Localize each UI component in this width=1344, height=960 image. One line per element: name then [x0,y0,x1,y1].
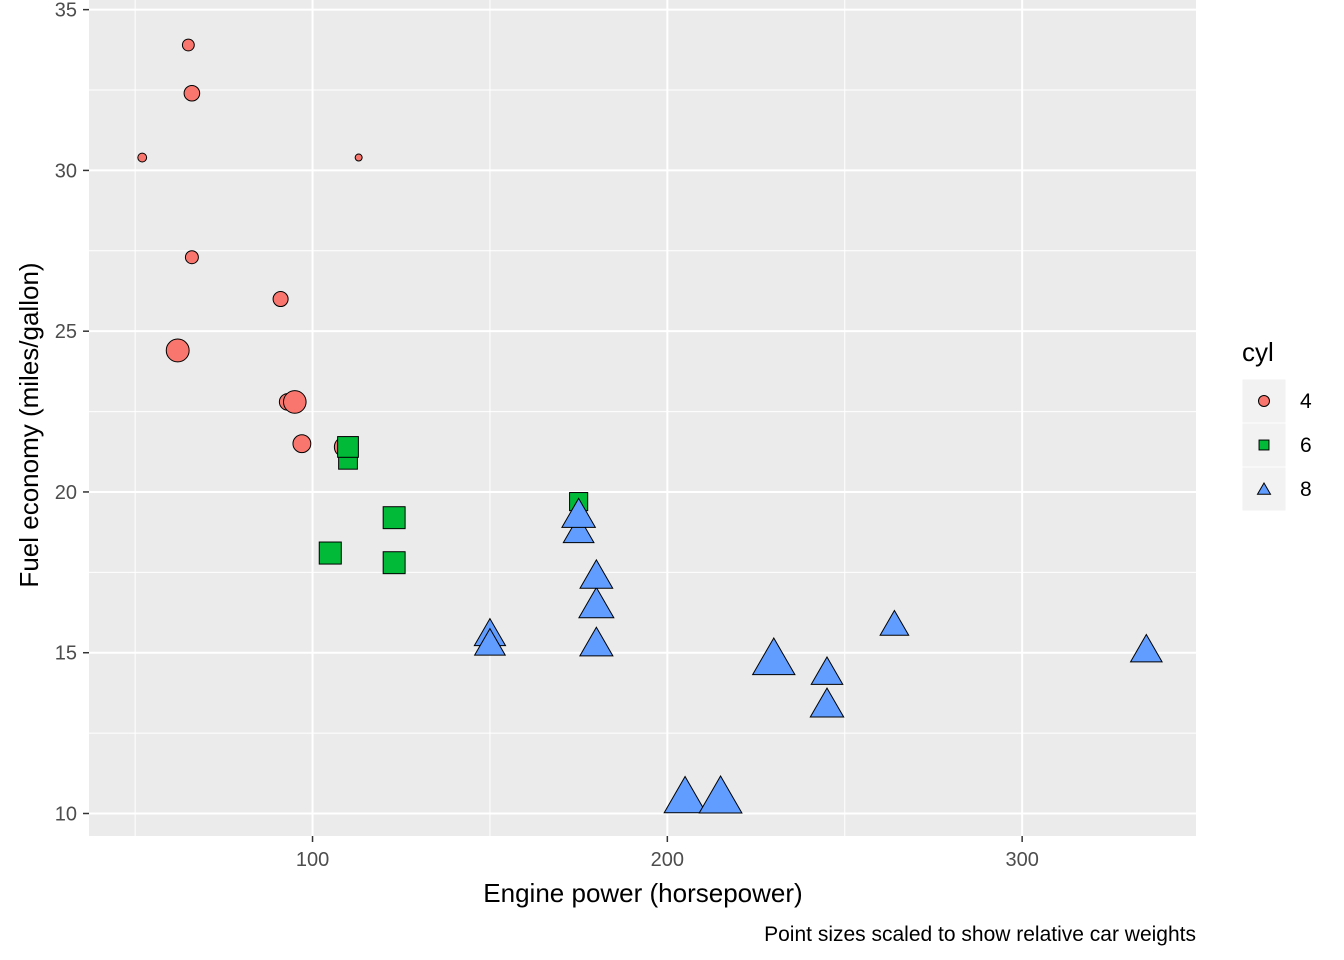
legend-title: cyl [1242,337,1274,367]
data-point-cyl-8 [473,627,507,656]
data-point-cyl-8 [1129,633,1163,663]
data-point-cyl-4 [354,153,363,162]
data-point-cyl-8 [698,774,743,814]
x-tick-label: 100 [296,849,329,871]
y-tick-label: 15 [55,643,77,665]
legend-symbol-6 [1258,439,1270,451]
data-point-cyl-4 [165,338,190,363]
y-axis-title: Fuel economy (miles/gallon) [14,262,44,587]
data-point-cyl-6 [382,551,406,575]
legend-label-6: 6 [1300,434,1312,457]
data-point-cyl-6 [382,506,406,530]
data-point-cyl-4 [272,291,289,308]
legend-symbol-4 [1258,395,1270,407]
axis-ticks [83,8,1023,842]
data-point-cyl-8 [809,687,845,718]
data-point-cyl-8 [562,515,595,544]
legend-label-4: 4 [1300,390,1312,413]
data-point-cyl-4 [181,38,195,52]
data-point-cyl-8 [879,609,910,636]
legend-symbol-8 [1256,481,1272,495]
x-axis-title: Engine power (horsepower) [483,878,802,908]
data-point-cyl-8 [810,656,844,685]
data-point-cyl-6 [318,541,342,565]
data-point-cyl-4 [282,390,307,414]
y-tick-label: 20 [55,482,77,504]
data-point-cyl-8 [751,636,796,676]
data-point-cyl-8 [663,775,707,814]
axis-tick-labels: 100 200 300 10 15 20 25 30 35 [55,0,1039,871]
data-point-cyl-4 [183,84,201,102]
caption: Point sizes scaled to show relative car … [764,923,1196,946]
y-tick-label: 25 [55,321,77,343]
data-points [137,38,1163,814]
y-tick-label: 10 [55,803,77,825]
data-point-cyl-8 [579,558,614,589]
y-tick-label: 35 [55,0,77,22]
x-tick-label: 200 [651,849,684,871]
legend-keys: 4 6 8 [1241,378,1312,512]
data-point-cyl-4 [137,152,148,163]
data-point-cyl-8 [578,586,615,619]
data-point-cyl-6 [337,436,359,458]
y-tick-label: 30 [55,160,77,182]
legend: cyl 4 6 8 [1241,337,1312,512]
minor-gridlines [89,0,1196,836]
data-point-cyl-8 [579,626,614,657]
legend-label-8: 8 [1300,478,1312,501]
major-gridlines [89,0,1196,836]
data-point-cyl-8 [561,497,597,528]
x-tick-label: 300 [1005,849,1038,871]
data-point-cyl-4 [292,434,312,454]
data-point-cyl-4 [184,250,199,265]
plot-panel [89,0,1196,836]
